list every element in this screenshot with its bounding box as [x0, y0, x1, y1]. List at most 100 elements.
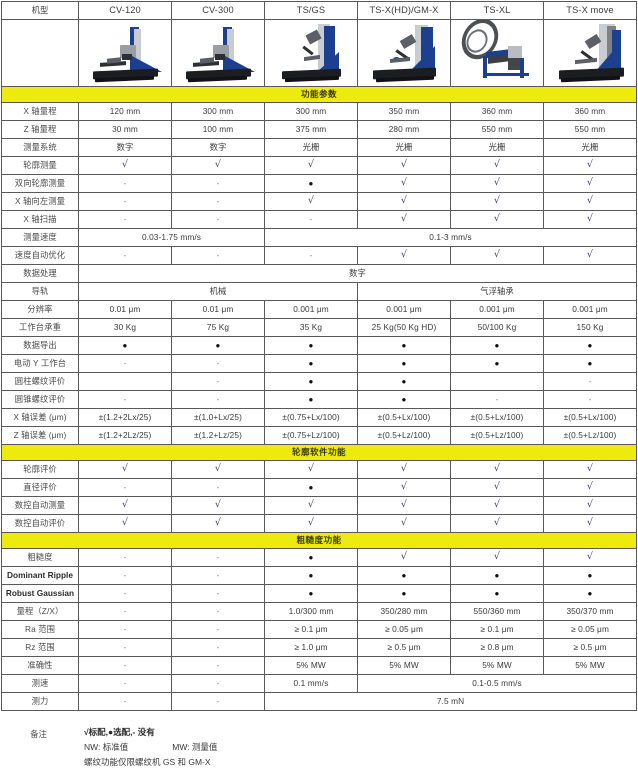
spec-cell: ● [543, 354, 637, 373]
spec-cell: √ [450, 210, 544, 229]
spec-cell: √ [357, 460, 451, 479]
row-label: 电动 Y 工作台 [1, 354, 79, 373]
dash-icon: - [123, 482, 127, 492]
header-model-4: TS-XL [450, 1, 544, 20]
row-label: 数控自动评价 [1, 514, 79, 533]
dash-icon: - [123, 588, 127, 598]
spec-cell: 0.1 mm/s [264, 674, 358, 693]
spec-cell: 350/280 mm [357, 602, 451, 621]
spec-cell: ±(1.2+Lz/25) [171, 426, 265, 445]
spec-cell: ≥ 1.0 μm [264, 638, 358, 657]
spec-cell: ≥ 0.5 μm [357, 638, 451, 657]
spec-cell: 350 mm [357, 102, 451, 121]
spec-cell: ● [543, 336, 637, 355]
row-label: Dominant Ripple [1, 566, 79, 585]
spec-cell: ● [357, 566, 451, 585]
dot-icon: ● [587, 358, 593, 368]
check-icon: √ [400, 551, 408, 563]
spec-cell: - [171, 174, 265, 193]
spec-cell: ● [264, 548, 358, 567]
table-row: 测量系统 数字 数字 光栅 光栅 光栅 光栅 [1, 138, 637, 157]
table-row: 数控自动测量 √ √ √ √ √ √ [1, 496, 637, 515]
check-icon: √ [586, 551, 594, 563]
spec-cell: √ [543, 514, 637, 533]
spec-table-body: 机型 CV-120 CV-300 TS/GS TS-X(HD)/GM-X TS-XL TS-… [1, 1, 637, 711]
row-label: 测力 [1, 692, 79, 711]
product-image-4 [450, 19, 544, 87]
spec-cell: √ [357, 210, 451, 229]
spec-cell: - [171, 656, 265, 675]
dot-icon: ● [308, 358, 314, 368]
product-image-3 [357, 19, 451, 87]
dot-icon: ● [401, 588, 407, 598]
dot-icon: ● [494, 340, 500, 350]
table-row: 速度自动优化 - - - √ √ √ [1, 246, 637, 265]
spec-cell: 7.5 mN [264, 692, 637, 711]
check-icon: √ [121, 463, 129, 475]
dash-icon: - [588, 394, 592, 404]
machine-illustration [80, 21, 170, 86]
table-row: 测量速度 0.03-1.75 mm/s 0.1-3 mm/s [1, 228, 637, 247]
spec-cell: 0.001 μm [450, 300, 544, 319]
dash-icon: - [123, 624, 127, 634]
spec-cell: ● [264, 566, 358, 585]
dash-icon: - [123, 250, 127, 260]
check-icon: √ [493, 177, 501, 189]
dot-icon: ● [401, 376, 407, 386]
check-icon: √ [586, 159, 594, 171]
spec-cell: 300 mm [171, 102, 265, 121]
row-label: 导轨 [1, 282, 79, 301]
spec-cell: 550/360 mm [450, 602, 544, 621]
spec-cell: √ [450, 460, 544, 479]
row-label: 测量系统 [1, 138, 79, 157]
spec-cell: - [171, 638, 265, 657]
check-icon: √ [400, 249, 408, 261]
dot-icon: ● [494, 358, 500, 368]
check-icon: √ [400, 481, 408, 493]
dot-icon: ● [215, 340, 221, 350]
spec-cell: - [171, 372, 265, 391]
spec-cell: 气浮轴承 [357, 282, 637, 301]
spec-cell: √ [450, 192, 544, 211]
dot-icon: ● [308, 552, 314, 562]
banner-roughness: 粗糙度功能 [1, 532, 637, 549]
spec-cell: ● [357, 584, 451, 603]
header-model-label: 机型 [1, 1, 79, 20]
spec-cell [450, 372, 544, 391]
table-row: X 轴误差 (μm) ±(1.2+2Lx/25) ±(1.0+Lx/25) ±(0.7… [1, 408, 637, 427]
spec-cell: ≥ 0.1 μm [264, 620, 358, 639]
dash-icon: - [123, 196, 127, 206]
spec-cell: √ [357, 156, 451, 175]
remarks-label: 备注 [30, 729, 47, 739]
spec-cell: ±(1.0+Lx/25) [171, 408, 265, 427]
remarks-block: 备注 √标配,●选配,- 没有 NW: 标准值 MW: 测量值 螺纹功能仅限螺纹机… [0, 723, 638, 768]
dash-icon: - [309, 214, 313, 224]
check-icon: √ [493, 517, 501, 529]
spec-cell: - [171, 210, 265, 229]
check-icon: √ [586, 195, 594, 207]
row-label: 数据处理 [1, 264, 79, 283]
spec-cell: √ [78, 496, 172, 515]
spec-cell: 5% MW [264, 656, 358, 675]
spec-cell: ±(0.5+Lz/100) [450, 426, 544, 445]
spec-cell: 150 Kg [543, 318, 637, 337]
spec-cell: 0.1-3 mm/s [264, 228, 637, 247]
spec-cell [78, 372, 172, 391]
spec-cell: 数字 [78, 138, 172, 157]
spec-cell: ±(0.75+Lx/100) [264, 408, 358, 427]
spec-cell: ● [543, 566, 637, 585]
check-icon: √ [586, 249, 594, 261]
spec-cell: ≥ 0.8 μm [450, 638, 544, 657]
spec-cell: - [450, 390, 544, 409]
spec-cell: √ [543, 246, 637, 265]
spec-cell: 0.01 μm [78, 300, 172, 319]
table-row: 电动 Y 工作台 - - ● ● ● ● [1, 354, 637, 373]
table-row: 粗糙度 - - ● √ √ √ [1, 548, 637, 567]
spec-cell: ● [264, 478, 358, 497]
table-row: 分辨率 0.01 μm 0.01 μm 0.001 μm 0.001 μm 0.001 μ… [1, 300, 637, 319]
table-row: 轮廓测量 √ √ √ √ √ √ [1, 156, 637, 175]
spec-cell: 0.1-0.5 mm/s [357, 674, 637, 693]
check-icon: √ [586, 499, 594, 511]
spec-cell: - [78, 246, 172, 265]
dash-icon: - [123, 214, 127, 224]
